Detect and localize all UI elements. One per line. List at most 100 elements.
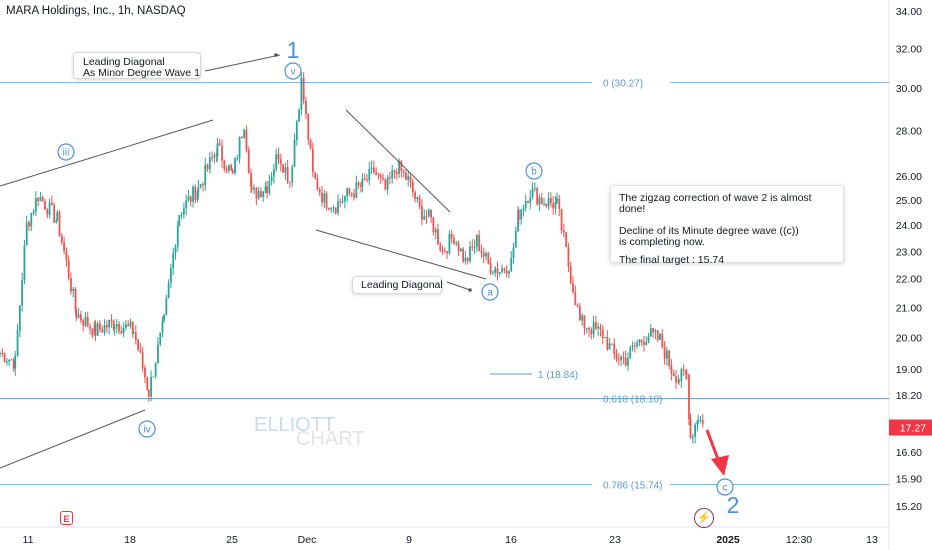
candle-body (79, 314, 82, 321)
candle-body (339, 201, 342, 203)
candle-body (127, 324, 130, 327)
candle-body (552, 203, 555, 209)
candle-body (540, 197, 543, 204)
candle-body (520, 209, 523, 220)
wave-label-a: a (487, 288, 493, 299)
candle-body (599, 326, 602, 330)
price-tick: 23.00 (896, 246, 922, 258)
candle-body (211, 157, 214, 159)
candle-body (638, 339, 641, 343)
candle-body (250, 186, 253, 190)
candle-body (601, 329, 604, 339)
wave-label-b: b (531, 167, 537, 178)
candle-body (218, 143, 221, 146)
candle-body (640, 339, 643, 342)
candle-body (284, 167, 287, 173)
candle-body (696, 421, 699, 425)
candle-body (316, 178, 319, 190)
watermark-elliott: ELLIOTT (254, 414, 336, 436)
candle-body (216, 143, 219, 157)
candle-body (357, 182, 360, 186)
candle-body (74, 288, 77, 311)
candle-body (473, 246, 476, 248)
candle-body (592, 322, 595, 334)
trend-line (345, 109, 451, 213)
candle-body (595, 322, 597, 329)
candle-body (556, 198, 558, 203)
candle-body (255, 187, 258, 199)
candle-body (368, 168, 371, 181)
candle-body (289, 182, 291, 184)
candle-body (221, 145, 223, 161)
candle-body (359, 185, 362, 187)
callout-anchor-dot (468, 288, 472, 292)
candle-body (531, 188, 534, 197)
candle-body (478, 235, 481, 252)
candle-body (240, 137, 243, 139)
candle-body (12, 359, 15, 369)
candle-body (14, 355, 17, 369)
earnings-badge[interactable]: E (60, 511, 73, 525)
candle-body (268, 181, 271, 194)
candle-body (46, 209, 49, 215)
candle-body (527, 200, 529, 203)
candle-body (182, 208, 185, 215)
candle-body (311, 148, 314, 173)
candle-body (208, 157, 211, 170)
candle-body (583, 315, 586, 329)
candle-body (434, 229, 437, 233)
candle-body (112, 320, 115, 329)
candle-body (446, 251, 449, 254)
candle-body (405, 172, 407, 180)
candle-body (28, 222, 30, 227)
candle-body (522, 208, 525, 210)
candle-body (427, 209, 430, 217)
callout-text: Leading Diagonal (361, 279, 443, 291)
time-tick: 12:30 (786, 534, 812, 546)
candle-body (536, 188, 539, 205)
candle-body (685, 373, 688, 375)
analysis-info-box: The zigzag correction of wave 2 is almos… (610, 185, 844, 266)
candle-body (680, 369, 683, 382)
candle-body (697, 420, 700, 422)
candle-body (414, 192, 416, 200)
candle-body (549, 198, 552, 204)
candle-body (475, 235, 478, 247)
wave-label-v: v (291, 67, 296, 78)
candle-body (332, 207, 335, 209)
price-tick: 28.00 (896, 125, 922, 137)
candle-body (275, 154, 278, 170)
candle-body (355, 182, 358, 198)
leading-diagonal-callout: Leading Diagonal (352, 276, 443, 294)
candle-body (501, 268, 503, 273)
candle-body (672, 373, 675, 377)
candle-body (485, 253, 487, 257)
wave-label-v-circle (284, 62, 302, 80)
candle-body (110, 320, 113, 322)
candle-body (245, 129, 248, 151)
candle-body (77, 314, 80, 318)
candle-body (157, 344, 159, 364)
candle-body (298, 109, 300, 122)
candle-body (450, 233, 453, 239)
candle-body (677, 380, 680, 383)
fib-label: 0.618 (18.10) (603, 395, 663, 406)
candle-body (199, 183, 202, 187)
leading-diagonal-minor-callout: Leading Diagonal As Minor Degree Wave 1 (73, 52, 201, 79)
candle-body (611, 343, 613, 345)
callout-line-2: As Minor Degree Wave 1 (83, 67, 200, 79)
lightning-icon[interactable]: ⚡ (694, 508, 714, 528)
candle-body (23, 245, 26, 281)
price-tick: 18.20 (896, 390, 922, 402)
candle-body (629, 347, 632, 358)
watermark-chart: CHART (296, 428, 365, 450)
candle-body (94, 323, 97, 336)
candle-body (685, 371, 687, 374)
candle-body (574, 292, 577, 305)
candle-body (353, 193, 355, 198)
candle-body (243, 129, 246, 138)
candle-body (37, 198, 40, 202)
candle-body (337, 201, 339, 214)
candle-body (466, 257, 469, 262)
